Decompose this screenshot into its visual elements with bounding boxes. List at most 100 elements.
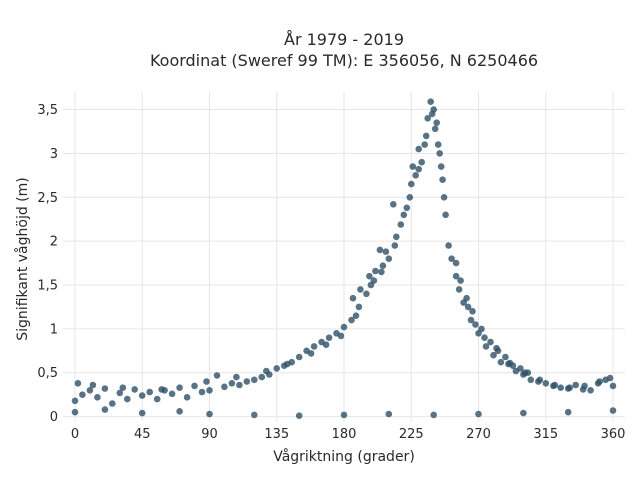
scatter-point	[439, 176, 446, 183]
scatter-point	[221, 383, 228, 391]
scatter-point	[424, 115, 432, 122]
scatter-point	[295, 353, 303, 361]
scatter-point	[566, 384, 573, 392]
x-tick-label: 225	[399, 427, 424, 442]
scatter-point	[437, 163, 445, 170]
scatter-point	[445, 242, 452, 249]
scatter-point	[74, 380, 82, 387]
y-tick-labels: 0 0,5 1 1,5 2 2,5 3 3,5	[37, 103, 58, 425]
y-tick-label: 0,5	[37, 366, 58, 381]
scatter-point	[71, 397, 79, 405]
scatter-point	[472, 321, 479, 328]
scatter-point	[469, 308, 476, 315]
scatter-point	[587, 387, 594, 394]
scatter-point	[440, 194, 448, 201]
scatter-point	[448, 255, 455, 262]
y-tick-label: 0	[50, 410, 58, 425]
scatter-point	[452, 259, 460, 267]
scatter-point	[412, 172, 420, 179]
scatter-point	[557, 384, 564, 392]
y-tick-label: 2	[50, 235, 58, 250]
x-axis-title: Vågriktning (grader)	[273, 448, 415, 465]
scatter-point	[283, 360, 291, 368]
scatter-point	[203, 378, 210, 385]
scatter-point	[79, 391, 86, 399]
scatter-point	[415, 165, 423, 173]
scatter-point	[427, 98, 435, 105]
scatter-point	[467, 316, 475, 324]
scatter-point	[158, 386, 165, 393]
scatter-point	[382, 248, 390, 255]
scatter-point	[367, 281, 375, 289]
scatter-point	[322, 341, 330, 349]
scatter-point	[379, 262, 387, 270]
scatter-point	[572, 381, 579, 389]
chart-title-line-2: Koordinat (Sweref 99 TM): E 356056, N 62…	[150, 51, 538, 70]
scatter-point	[506, 359, 514, 367]
scatter-point	[138, 409, 146, 417]
scatter-point	[455, 286, 463, 293]
scatter-point	[542, 380, 550, 387]
scatter-point	[258, 373, 266, 381]
scatter-point	[349, 294, 357, 302]
scatter-point	[452, 272, 460, 280]
y-axis-title: Signifikant våghöjd (m)	[14, 177, 31, 340]
scatter-point	[101, 406, 109, 413]
scatter-point	[325, 334, 333, 342]
scatter-point	[415, 145, 423, 153]
scatter-point	[482, 343, 490, 350]
scatter-point	[176, 384, 183, 392]
scatter-point	[564, 408, 572, 416]
scatter-point	[340, 323, 348, 331]
x-tick-labels: 0 45 90 135 180 225 270 315 360	[71, 427, 626, 442]
scatter-point	[243, 378, 251, 385]
scatter-point	[176, 408, 183, 415]
scatter-point	[310, 343, 318, 350]
scatter-point	[263, 367, 270, 375]
scatter-point	[606, 374, 614, 382]
y-tick-label: 2,5	[37, 191, 58, 206]
y-tick-label: 3	[50, 147, 58, 162]
scatter-point	[138, 392, 146, 399]
scatter-point	[337, 332, 345, 340]
scatter-point	[352, 312, 360, 320]
x-tick-label: 360	[601, 427, 626, 442]
scatter-point	[198, 388, 206, 396]
scatter-point	[89, 381, 97, 389]
scatter-point	[434, 141, 442, 148]
scatter-point	[463, 294, 470, 302]
scatter-point	[442, 211, 449, 219]
scatter-point	[372, 267, 379, 275]
scatter-point	[464, 303, 472, 311]
scatter-point	[228, 380, 236, 387]
scatter-point	[422, 132, 430, 140]
y-tick-label: 3,5	[37, 103, 58, 118]
scatter-point	[206, 410, 213, 418]
scatter-point	[517, 365, 524, 372]
scatter-points	[71, 98, 617, 420]
scatter-point	[430, 411, 438, 419]
scatter-point	[376, 246, 384, 254]
scatter-point	[378, 268, 385, 276]
scatter-point	[393, 233, 400, 241]
x-tick-label: 0	[71, 427, 79, 442]
scatter-point	[403, 204, 411, 212]
scatter-point	[502, 353, 509, 361]
scatter-point	[101, 385, 109, 392]
scatter-point	[408, 180, 415, 188]
scatter-point	[86, 387, 94, 394]
scatter-point	[251, 376, 258, 384]
x-tick-label: 270	[466, 427, 491, 442]
scatter-point	[520, 409, 527, 417]
scatter-point	[94, 394, 101, 401]
scatter-point	[131, 386, 138, 393]
scatter-point	[596, 378, 603, 385]
x-tick-label: 45	[134, 427, 151, 442]
scatter-point	[385, 410, 393, 418]
scatter-point	[418, 158, 426, 166]
scatter-point	[421, 141, 429, 148]
scatter-point	[213, 372, 221, 379]
scatter-point	[183, 394, 191, 401]
scatter-point	[400, 211, 408, 219]
